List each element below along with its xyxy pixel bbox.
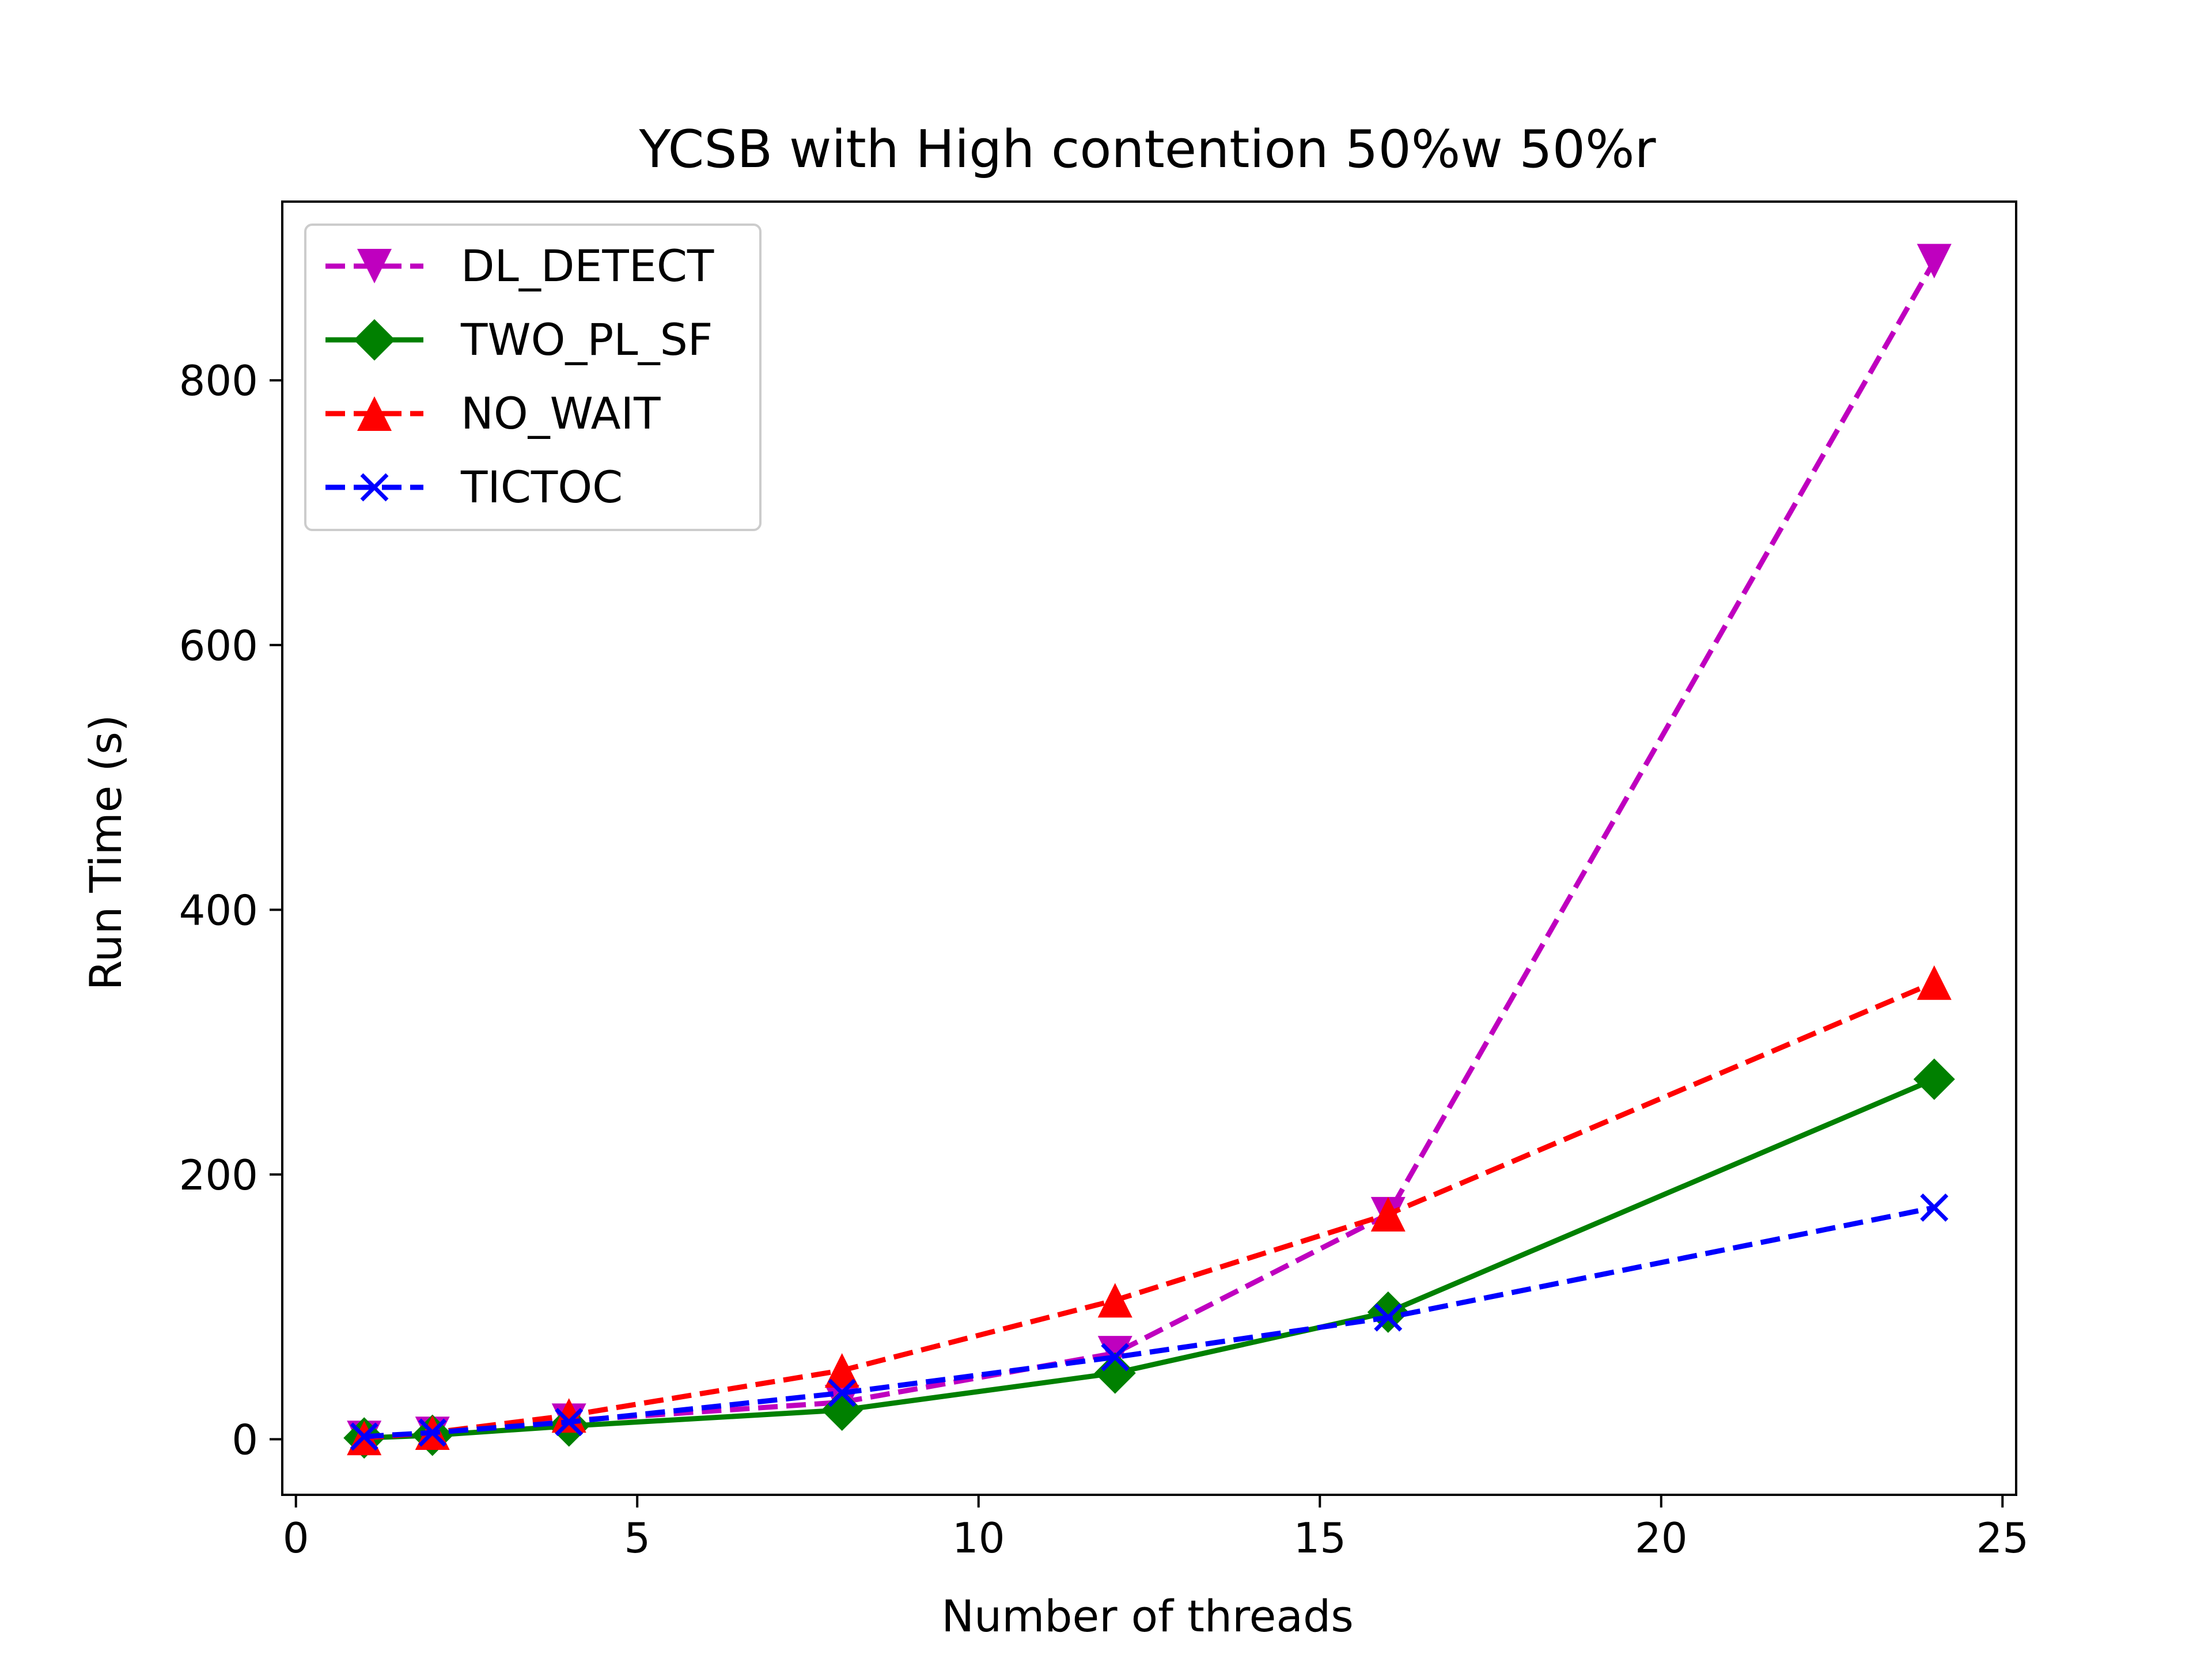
data-point-no_wait <box>1916 965 1952 1000</box>
x-axis-label: Number of threads <box>941 1590 1354 1642</box>
data-point-tictoc <box>1920 1193 1949 1222</box>
data-point-two_pl_sf <box>1367 1291 1409 1333</box>
data-point-tictoc <box>418 1418 447 1447</box>
data-point-no_wait <box>824 1353 859 1388</box>
data-point-tictoc <box>350 1422 378 1451</box>
y-tick-label: 0 <box>232 1415 258 1464</box>
data-point-no_wait <box>1097 1283 1132 1318</box>
y-tick-label: 800 <box>179 357 258 405</box>
legend-label-tictoc: TICTOC <box>460 461 623 513</box>
x-tick-label: 25 <box>1976 1514 2029 1562</box>
x-tick-label: 10 <box>952 1514 1005 1562</box>
legend-marker-no_wait <box>357 396 392 431</box>
data-point-no_wait <box>551 1398 586 1433</box>
axes-frame <box>281 200 2017 1496</box>
data-point-dl_detect <box>1916 244 1952 279</box>
plot-area: 0 5 10 15 20 25 0 200 400 600 800 <box>179 200 2029 1562</box>
y-tick-label: 600 <box>179 622 258 670</box>
y-axis-label: Run Time (s) <box>80 715 131 991</box>
legend: DL_DETECT TWO_PL_SF NO_WAIT TICTOC <box>304 224 762 531</box>
legend-marker-dl_detect <box>357 249 392 283</box>
y-tick-label: 400 <box>179 886 258 934</box>
chart-title: YCSB with High contention 50%w 50%r <box>639 119 1656 180</box>
legend-label-two_pl_sf: TWO_PL_SF <box>460 314 713 365</box>
legend-label-dl_detect: DL_DETECT <box>461 240 714 291</box>
data-point-tictoc <box>1374 1303 1403 1332</box>
data-point-tictoc <box>1101 1343 1130 1372</box>
data-point-two_pl_sf <box>821 1389 863 1431</box>
x-tick-label: 20 <box>1635 1514 1688 1562</box>
x-tick-label: 15 <box>1293 1514 1346 1562</box>
legend-label-no_wait: NO_WAIT <box>461 388 661 439</box>
data-point-two_pl_sf <box>1094 1352 1136 1394</box>
y-tick-label: 200 <box>179 1151 258 1199</box>
data-point-no_wait <box>1370 1196 1406 1232</box>
data-point-tictoc <box>555 1408 584 1437</box>
x-tick-label: 5 <box>624 1514 650 1562</box>
legend-marker-tictoc <box>360 473 389 502</box>
x-tick-label: 0 <box>283 1514 309 1562</box>
legend-marker-two_pl_sf <box>354 319 395 361</box>
legend-frame <box>304 224 762 531</box>
data-point-tictoc <box>828 1378 857 1407</box>
data-point-two_pl_sf <box>1913 1058 1955 1100</box>
